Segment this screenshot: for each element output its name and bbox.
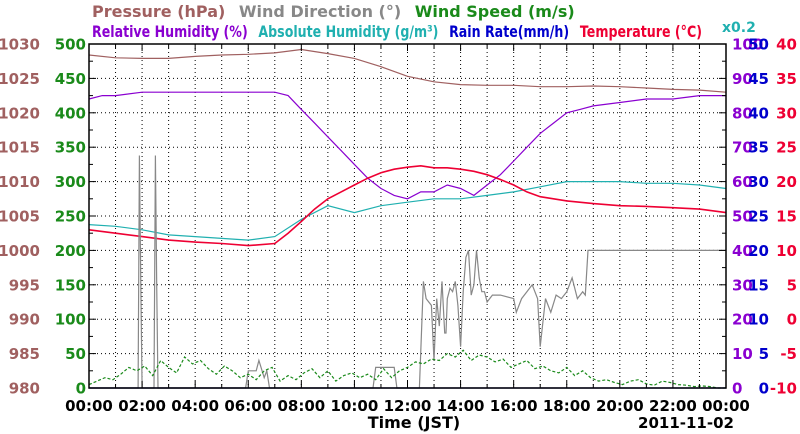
y-tick-label-temp: 35 [776,70,797,88]
series-wind-speed-m-s [88,349,726,389]
y-tick-label-pressure: 1030 [0,36,40,54]
legend-temperature: Temperature (°C) [580,22,702,41]
y-tick-label-wind-dir: 150 [55,276,86,294]
y-tick-label-wind-dir: 200 [55,242,86,260]
legend-pressure: Pressure (hPa) [92,2,225,21]
x-tick-label: 00:00 [65,397,113,415]
x-tick-label: 18:00 [543,397,591,415]
series-absolute-humidity-g-m [88,181,727,241]
y-tick-label-wind-dir: 250 [55,208,86,226]
y-tick-label-rh: 80 [732,104,753,122]
y-tick-label-rh: 60 [732,173,753,191]
x-tick-labels: 00:00 02:00 04:00 06:00 08:00 10:00 12:00 14:00… [65,397,750,415]
y-tick-label-pressure: 990 [9,311,40,329]
y-tick-label-temp: 40 [776,36,797,54]
y-tick-label-temp: 5 [787,276,797,294]
y-tick-label-pressure: 1005 [0,208,40,226]
x-tick-label: 14:00 [437,397,485,415]
y-tick-label-pressure: 1020 [0,104,40,122]
legend-absolute-humidity: Absolute Humidity (g/m³) [258,22,438,41]
plot-frame [88,43,727,389]
y-tick-label-rain: 5 [759,345,769,363]
x-tick-label: 20:00 [596,397,644,415]
series-pressure-hpa [88,48,727,93]
y-tick-label-rain: 35 [748,139,769,157]
y-tick-label-rain: 25 [748,208,769,226]
legend-ah-factor: x0.2 [722,20,756,36]
y-tick-label-pressure: 985 [9,345,40,363]
series-relative-humidity [88,91,726,200]
y-tick-label-rh: 20 [732,311,753,329]
y-tick-label-rh: 70 [732,139,753,157]
y-tick-label-rain: 50 [748,36,769,54]
y-tick-label-temp: 20 [776,173,797,191]
y-tick-label-pressure: 980 [9,380,40,398]
y-tick-label-wind-dir: 100 [55,311,86,329]
y-tick-label-temp: 10 [776,242,797,260]
y-tick-label-temp: -5 [780,345,797,363]
x-tick-label: 16:00 [490,397,538,415]
y-tick-label-rain: 30 [748,173,769,191]
series-temperature-c [88,164,727,247]
legend-wind-speed: Wind Speed (m/s) [415,2,575,21]
y-tick-label-wind-dir: 50 [65,345,86,363]
y-tick-label-temp: -10 [770,380,797,398]
date-label: 2011-11-02 [638,414,734,432]
svg-text:Pressure (hPa) Wind Direct: Pressure (hPa) Wind Direction (°) Wind S… [92,2,575,21]
y-tick-label-rh: 90 [732,70,753,88]
y-tick-label-rain: 45 [748,70,769,88]
y-tick-label-pressure: 1000 [0,242,40,260]
x-tick-label: 08:00 [277,397,325,415]
y-tick-label-pressure: 1010 [0,173,40,191]
y-tick-label-rain: 15 [748,276,769,294]
y-tick-label-rain: 10 [748,311,769,329]
y-tick-label-rh: 0 [732,380,742,398]
y-tick-label-wind-dir: 300 [55,173,86,191]
y-tick-label-rh: 30 [732,276,753,294]
grid [89,44,726,388]
y-tick-label-wind-dir: 500 [55,36,86,54]
legend-rain-rate: Rain Rate(mm/h) [449,22,569,41]
y-tick-label-wind-dir: 450 [55,70,86,88]
x-tick-label: 04:00 [171,397,219,415]
y-tick-label-wind-dir: 400 [55,104,86,122]
y-tick-label-wind-dir: 0 [76,380,86,398]
y-tick-label-rh: 40 [732,242,753,260]
y-tick-label-rh: 50 [732,208,753,226]
y-tick-label-temp: 25 [776,139,797,157]
y-tick-label-pressure: 1025 [0,70,40,88]
y-tick-label-rain: 0 [759,380,769,398]
y-tick-label-rain: 20 [748,242,769,260]
x-tick-label: 06:00 [224,397,272,415]
y-tick-label-pressure: 995 [9,276,40,294]
y-tick-label-pressure: 1015 [0,139,40,157]
x-tick-label: 02:00 [118,397,166,415]
x-tick-label: 12:00 [384,397,432,415]
x-axis-label: Time (JST) [368,413,461,432]
x-tick-label: 22:00 [649,397,697,415]
x-tick-label: 10:00 [331,397,379,415]
y-tick-label-rain: 40 [748,104,769,122]
y-tick-label-rh: 10 [732,345,753,363]
y-tick-label-wind-dir: 350 [55,139,86,157]
legend-wind-direction: Wind Direction (°) [239,2,401,21]
svg-text:Relative Humidity (%) Abso: Relative Humidity (%) Absolute Humidity … [92,22,702,41]
y-tick-label-rh: 100 [732,36,763,54]
x-tick-label: 00:00 [702,397,750,415]
y-tick-label-temp: 0 [787,311,797,329]
y-tick-label-temp: 30 [776,104,797,122]
legend-relative-humidity: Relative Humidity (%) [92,22,248,41]
y-tick-labels: 1030102510201015101010051000995990985980… [0,36,797,398]
y-tick-label-temp: 15 [776,208,797,226]
series-wind-direction [89,155,726,389]
